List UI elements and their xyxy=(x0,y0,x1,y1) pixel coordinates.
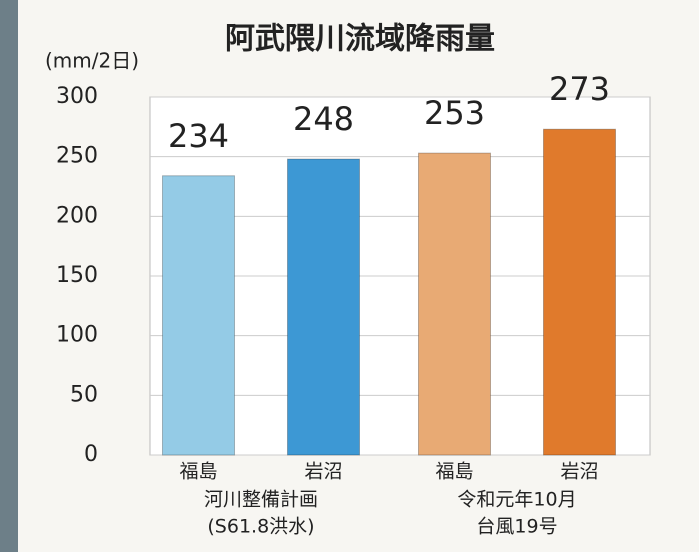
background-strip xyxy=(0,0,18,552)
data-label: 253 xyxy=(424,94,485,132)
y-tick-label: 250 xyxy=(56,144,98,169)
y-tick-label: 50 xyxy=(70,382,98,407)
bar xyxy=(418,152,491,456)
chart-title: 阿武隈川流域降雨量 xyxy=(225,22,495,57)
group-label: 台風19号 xyxy=(476,516,557,538)
y-tick-label: 300 xyxy=(56,84,98,109)
bar xyxy=(287,158,360,456)
y-tick-label: 0 xyxy=(84,442,98,467)
group-label: 令和元年10月 xyxy=(457,489,576,511)
y-tick-label: 200 xyxy=(56,203,98,228)
y-unit: (mm/2日) xyxy=(45,49,139,73)
data-label: 234 xyxy=(168,117,229,155)
x-tick-label: 岩沼 xyxy=(560,461,598,483)
group-label: 河川整備計画 xyxy=(204,489,318,511)
data-label: 248 xyxy=(293,100,354,138)
x-tick-label: 福島 xyxy=(435,461,473,483)
bar xyxy=(543,128,616,456)
x-tick-label: 福島 xyxy=(179,461,217,483)
bar xyxy=(162,175,235,456)
group-label: (S61.8洪水) xyxy=(207,516,314,538)
data-label: 273 xyxy=(549,70,610,108)
y-tick-label: 150 xyxy=(56,263,98,288)
x-tick-label: 岩沼 xyxy=(304,461,342,483)
y-tick-label: 100 xyxy=(56,323,98,348)
